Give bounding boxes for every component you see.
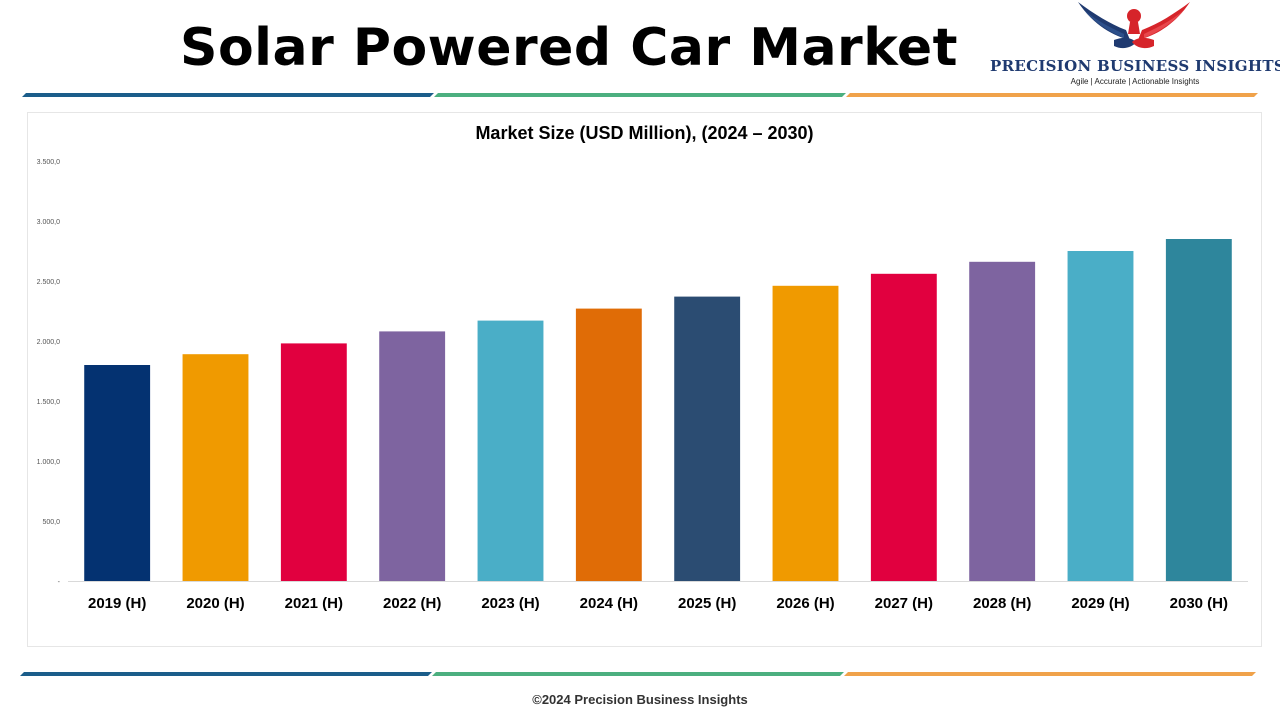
y-tick-label: 500,0 [42, 519, 60, 526]
x-tick-label: 2021 (H) [285, 595, 343, 612]
bottom-stripe-green [432, 672, 844, 676]
x-tick-label: 2030 (H) [1170, 595, 1228, 612]
y-tick-label: 3.500,0 [37, 159, 60, 166]
bar [280, 343, 347, 581]
page-title: Solar Powered Car Market [180, 18, 959, 78]
footer-copyright: ©2024 Precision Business Insights [532, 692, 748, 707]
bar [1067, 251, 1134, 581]
bar [1165, 239, 1232, 581]
bar [772, 285, 839, 581]
bar [575, 308, 642, 581]
brand-name: PRECISION BUSINESS INSIGHTS [990, 57, 1280, 75]
eagle-handshake-icon [1078, 2, 1190, 49]
brand-tagline: Agile | Accurate | Actionable Insights [1070, 77, 1200, 86]
bar [969, 261, 1036, 581]
bar [477, 320, 544, 581]
chart-card: Market Size (USD Million), (2024 – 2030)… [27, 112, 1262, 647]
x-tick-label: 2025 (H) [678, 595, 736, 612]
y-tick-label: 3.000,0 [37, 219, 60, 226]
bottom-stripe-blue [20, 672, 432, 676]
bar [870, 273, 937, 581]
y-tick-label: 1.500,0 [37, 399, 60, 406]
y-tick-label: - [58, 579, 61, 586]
top-stripe-orange [846, 93, 1258, 97]
bar [674, 296, 741, 581]
x-tick-label: 2020 (H) [186, 595, 244, 612]
chart-title: Market Size (USD Million), (2024 – 2030) [475, 123, 814, 143]
x-tick-label: 2027 (H) [875, 595, 933, 612]
x-tick-label: 2022 (H) [383, 595, 441, 612]
x-tick-label: 2024 (H) [580, 595, 638, 612]
y-tick-label: 2.500,0 [37, 279, 60, 286]
x-tick-label: 2028 (H) [973, 595, 1031, 612]
x-tick-label: 2019 (H) [88, 595, 146, 612]
bar [84, 365, 151, 581]
y-tick-label: 1.000,0 [37, 459, 60, 466]
x-tick-label: 2029 (H) [1071, 595, 1129, 612]
top-stripe-green [434, 93, 846, 97]
bar-chart: - 500,0 1.000,0 1.500,0 2.000,0 2.500,0 3.000,… [37, 159, 1248, 612]
x-tick-label: 2026 (H) [776, 595, 834, 612]
brand-block: PRECISION BUSINESS INSIGHTS Agile | Accu… [990, 0, 1280, 92]
top-stripe-blue [22, 93, 434, 97]
bottom-stripe-orange [844, 672, 1256, 676]
y-tick-label: 2.000,0 [37, 339, 60, 346]
bar [379, 331, 446, 581]
x-tick-label: 2023 (H) [481, 595, 539, 612]
bar [182, 354, 249, 581]
